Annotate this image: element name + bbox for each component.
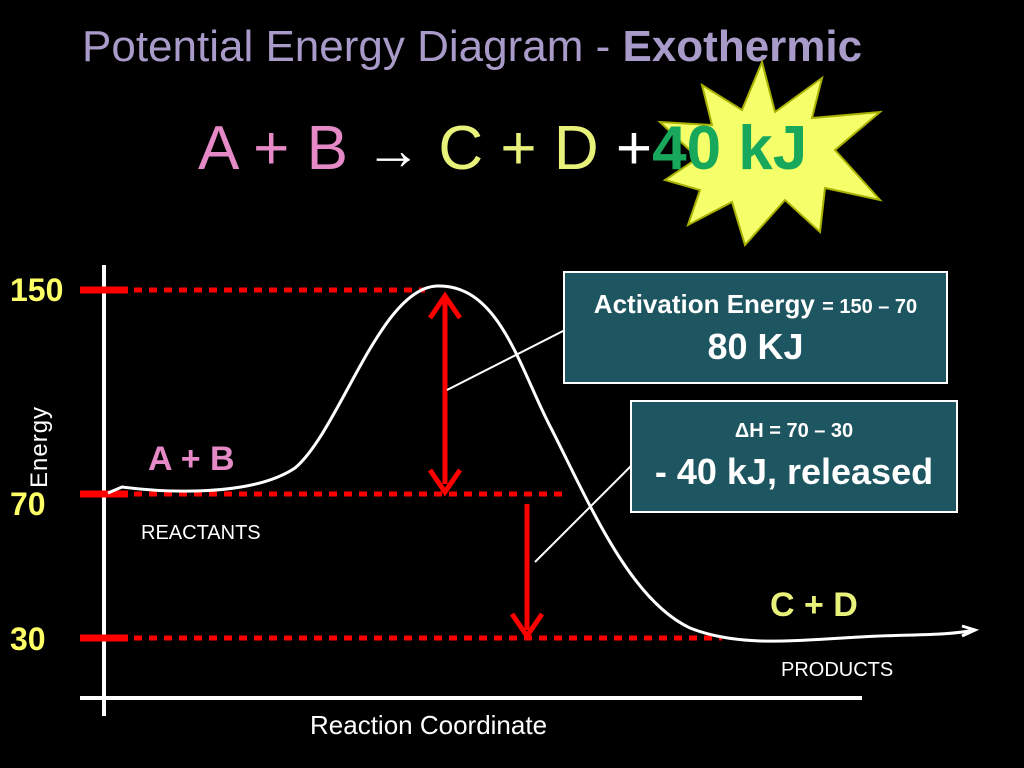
tick-label-30: 30	[10, 621, 46, 657]
x-axis-title: Reaction Coordinate	[310, 710, 548, 740]
enthalpy-arrow-head	[509, 612, 545, 641]
enthalpy-value: - 40 kJ, released	[654, 451, 934, 492]
tick-label-150: 150	[10, 272, 64, 308]
products-species-label: C + D	[770, 586, 858, 624]
equation-energy: 40 kJ	[652, 114, 808, 183]
equation-products: C + D	[438, 114, 599, 183]
enthalpy-equation: ΔH = 70 – 30	[734, 420, 854, 442]
enthalpy-box: ΔH = 70 – 30 - 40 kJ, released	[630, 400, 958, 513]
activation-energy-box: Activation Energy = 150 – 70 80 KJ	[563, 271, 948, 384]
energy-curve	[107, 284, 976, 643]
reactants-caption: REACTANTS	[141, 522, 261, 544]
curve-end-hook	[961, 624, 980, 638]
activation-heading: Activation Energy	[593, 289, 815, 319]
starburst-shape	[657, 58, 884, 248]
activation-value: 80 KJ	[707, 326, 804, 367]
activation-heading-line: Activation Energy = 150 – 70	[565, 289, 946, 320]
reaction-equation: A + B → C + D +40 kJ	[198, 118, 807, 180]
equation-arrow-icon: →	[365, 118, 422, 181]
products-caption: PRODUCTS	[781, 659, 894, 681]
activation-arrow-down-head	[427, 468, 463, 497]
equation-reactants: A + B	[198, 114, 348, 183]
equation-plus: +	[615, 114, 653, 183]
tick-label-70: 70	[10, 486, 46, 522]
page-title: Potential Energy Diagram - Exothermic	[82, 22, 862, 72]
enthalpy-callout-line	[534, 464, 633, 563]
title-main: Potential Energy Diagram -	[82, 22, 623, 71]
activation-callout-line	[446, 329, 566, 391]
y-axis-title: Energy	[26, 405, 53, 488]
title-bold: Exothermic	[622, 22, 863, 71]
activation-equation: = 150 – 70	[822, 296, 918, 318]
activation-arrow-up-head	[427, 291, 463, 320]
reactants-species-label: A + B	[148, 440, 235, 478]
